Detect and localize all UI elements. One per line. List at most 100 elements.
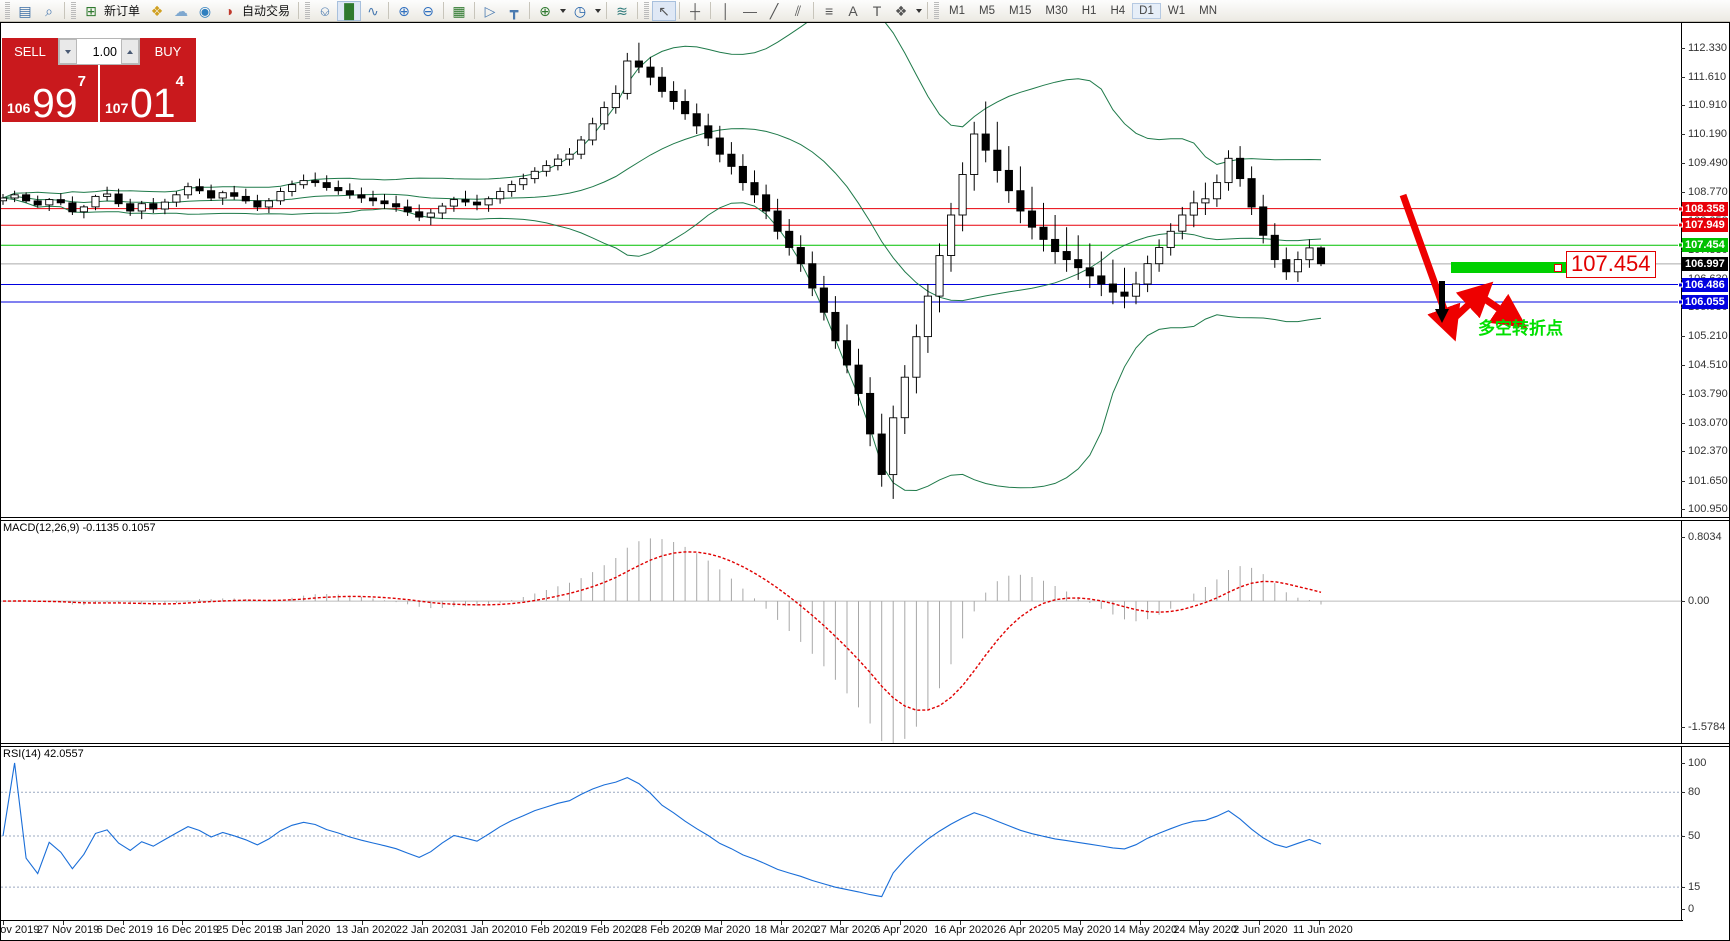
price-tick-label: 111.610 <box>1688 70 1727 83</box>
date-tick <box>541 921 543 925</box>
timeframe-d1[interactable]: D1 <box>1132 2 1161 19</box>
trendline-icon[interactable]: ╱ <box>769 2 779 19</box>
autotrading-label[interactable]: 自动交易 <box>242 4 291 18</box>
volume-stepper[interactable]: 1.00 <box>58 38 140 65</box>
text-icon[interactable]: A <box>848 2 858 19</box>
bar-chart-icon[interactable]: ⎉ <box>319 2 331 19</box>
macd-tick-label: -1.5784 <box>1688 721 1726 733</box>
chevron-down-icon[interactable] <box>592 1 603 21</box>
buy-button[interactable]: BUY <box>140 38 196 65</box>
macd-scale[interactable]: 0.8034 0.00 -1.5784 <box>1681 521 1729 743</box>
date-tick-label: 26 Apr 2020 <box>993 924 1054 936</box>
green-support-zone-annotation[interactable] <box>1451 262 1569 274</box>
crosshair-icon[interactable]: ┼ <box>690 2 700 19</box>
toolbar-separator <box>606 2 608 19</box>
timeframe-m5[interactable]: M5 <box>979 4 995 17</box>
price-callout-annotation[interactable]: 107.454 <box>1566 251 1656 279</box>
toolbar-grip[interactable] <box>934 1 940 20</box>
timeframe-w1[interactable]: W1 <box>1167 4 1186 17</box>
zoom-in-icon[interactable]: ⊕ <box>398 2 410 19</box>
date-tick <box>182 921 184 925</box>
callout-anchor-handle[interactable] <box>1554 264 1562 273</box>
date-tick <box>960 921 962 925</box>
price-tick-label: 102.370 <box>1688 445 1728 458</box>
date-tick-label: 16 Apr 2020 <box>934 924 994 936</box>
volume-increment-button[interactable] <box>121 39 139 64</box>
chevron-down-icon[interactable] <box>557 1 568 21</box>
text-label-icon[interactable]: T <box>872 2 882 19</box>
chart-shift-icon[interactable]: ┳ <box>509 2 519 19</box>
toolbar-grip[interactable] <box>5 1 10 20</box>
new-chart-icon[interactable]: ▤ <box>18 2 32 19</box>
date-tick <box>1079 921 1081 925</box>
sell-button[interactable]: SELL <box>2 38 58 65</box>
date-tick <box>62 921 64 925</box>
volume-input[interactable]: 1.00 <box>77 39 121 64</box>
price-tick <box>1681 105 1685 107</box>
templates-icon[interactable]: ≋ <box>616 2 628 19</box>
chart-profiles-icon[interactable]: ⌕ <box>45 2 53 19</box>
auto-scroll-icon[interactable]: ▷ <box>484 2 496 19</box>
buy-price-lead: 107 <box>105 100 129 116</box>
period-icon[interactable]: ◷ <box>573 2 587 19</box>
timeframe-h4[interactable]: H4 <box>1110 4 1126 17</box>
buy-price-display[interactable]: 107 01 4 <box>98 65 196 124</box>
rsi-scale[interactable]: 100 80 50 15 0 <box>1681 747 1729 920</box>
date-tick-label: 27 Mar 2020 <box>814 924 877 936</box>
price-tick <box>1681 423 1685 425</box>
timeframe-h1[interactable]: H1 <box>1081 4 1097 17</box>
indicators-icon[interactable]: ⊕ <box>539 2 551 19</box>
equidistant-channel-icon[interactable]: ⫽ <box>794 2 802 19</box>
date-tick <box>780 921 782 925</box>
price-level-label-green[interactable]: 107.454 <box>1678 238 1728 253</box>
autotrading-icon[interactable]: ◑ <box>224 2 234 19</box>
horizontal-line-icon[interactable]: — <box>743 2 758 19</box>
fibonacci-retracement-icon[interactable]: ≡ <box>824 2 834 19</box>
main-toolbar: ▤ ⌕ ⊞ 新订单 ❖ ☁ ◉ ◑ 自动交易 ⎉ █ ∿ ⊕ ⊖ ▦ ▷ ┳ ⊕ ◷ ≋ ↖ ┼ │ — ╱ ⫽ ≡ A T ❖ M1 M5 M… <box>0 0 1730 22</box>
price-level-label-red[interactable]: 107.949 <box>1678 218 1728 233</box>
date-tick-label: 13 Jan 2020 <box>335 924 397 936</box>
data-window-icon[interactable]: ▦ <box>452 2 466 19</box>
timeframe-mn[interactable]: MN <box>1199 4 1217 17</box>
toolbar-grip[interactable] <box>305 1 311 20</box>
timeframe-m1[interactable]: M1 <box>949 4 966 17</box>
market-watch-icon[interactable]: ◉ <box>198 2 212 19</box>
cursor-icon[interactable]: ↖ <box>652 0 677 21</box>
rsi-plot <box>1 762 1683 898</box>
date-tick-label: 31 Jan 2020 <box>455 924 517 936</box>
rsi-tick <box>1681 887 1685 889</box>
toolbar-grip[interactable] <box>71 1 76 20</box>
price-tick-label: 110.910 <box>1688 99 1727 112</box>
price-level-label-blue[interactable]: 106.486 <box>1678 277 1728 292</box>
new-order-label[interactable]: 新订单 <box>104 4 141 18</box>
price-scale[interactable]: 112.330 111.610 110.910 110.190 109.490 108.7… <box>1678 23 1729 517</box>
rsi-tick-label: 0 <box>1688 903 1695 915</box>
candlestick-chart-icon[interactable]: █ <box>337 0 362 21</box>
timeframe-m15[interactable]: M15 <box>1009 4 1032 17</box>
one-click-trading-panel[interactable]: SELL 1.00 BUY 106 99 7 107 01 4 <box>2 38 196 124</box>
sell-price-lead: 106 <box>7 100 31 116</box>
zoom-out-icon[interactable]: ⊖ <box>422 2 434 19</box>
line-chart-icon[interactable]: ∿ <box>367 2 379 19</box>
price-level-label-red[interactable]: 108.358 <box>1678 201 1728 216</box>
price-level-label-blue[interactable]: 106.055 <box>1678 295 1728 310</box>
objects-list-icon[interactable]: ❖ <box>894 2 908 19</box>
date-tick-label: 18 Nov 2019 <box>0 924 40 936</box>
volume-decrement-button[interactable] <box>59 39 77 64</box>
timeframe-m30[interactable]: M30 <box>1045 4 1068 17</box>
navigator-icon[interactable]: ☁ <box>174 2 189 19</box>
sell-price-display[interactable]: 106 99 7 <box>2 65 98 124</box>
price-tick-label: 103.790 <box>1688 387 1728 400</box>
price-tick <box>1681 364 1685 366</box>
new-order-icon[interactable]: ⊞ <box>85 2 97 19</box>
price-level-label-black[interactable]: 106.997 <box>1682 256 1728 271</box>
toolbar-separator <box>927 2 929 19</box>
vertical-line-icon[interactable]: │ <box>721 2 731 19</box>
chinese-note-annotation[interactable]: 多空转折点 <box>1478 319 1563 340</box>
date-tick <box>720 921 722 925</box>
toolbar-grip[interactable] <box>644 1 650 20</box>
metaeditor-icon[interactable]: ❖ <box>150 2 164 19</box>
price-tick-label: 104.510 <box>1688 358 1728 371</box>
chevron-down-icon[interactable] <box>913 1 924 21</box>
